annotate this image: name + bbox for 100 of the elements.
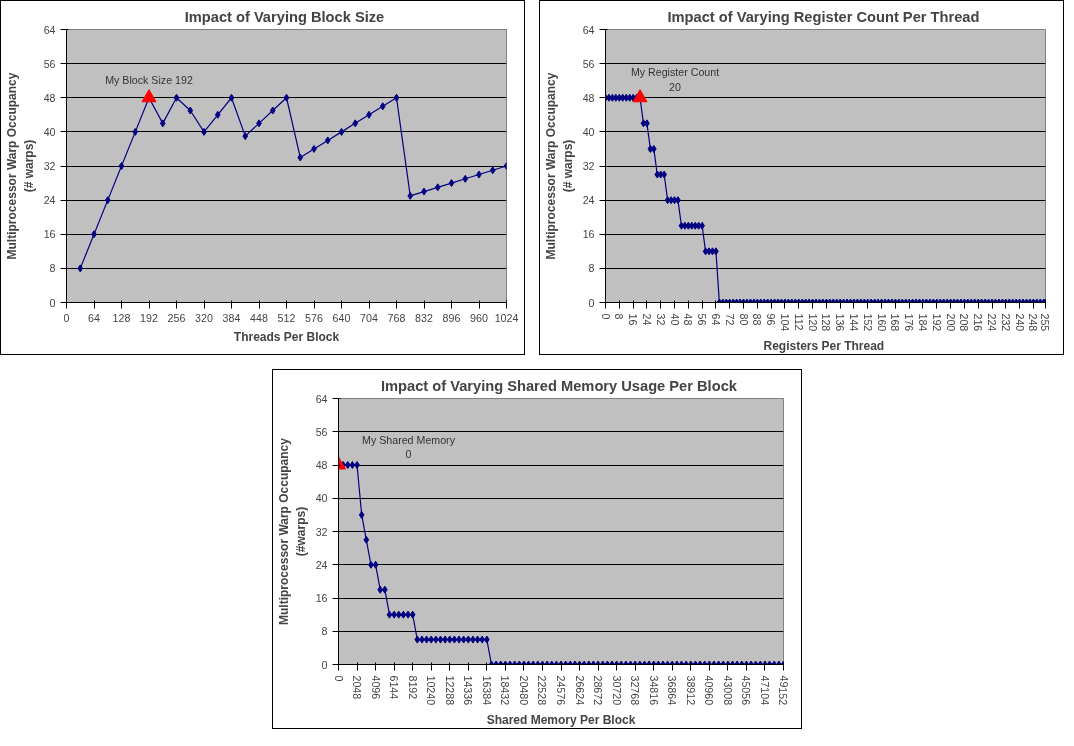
x-tick-label: 26624 xyxy=(573,675,586,706)
x-tick-label: 43008 xyxy=(721,675,734,706)
x-tick-label: 576 xyxy=(305,311,323,324)
x-tick-label: 184 xyxy=(916,313,929,332)
point xyxy=(173,93,180,102)
point xyxy=(132,127,139,136)
point xyxy=(393,93,400,102)
y-tick-label: 32 xyxy=(582,160,595,172)
y-tick-label: 40 xyxy=(315,492,328,505)
x-tick-label: 8 xyxy=(613,313,626,320)
x-axis-title: Shared Memory Per Block xyxy=(486,713,636,728)
annotation: My Shared Memory 0 xyxy=(362,433,456,460)
x-tick-label: 24 xyxy=(640,313,653,326)
point xyxy=(104,196,111,205)
x-tick-label: 255 xyxy=(1039,313,1052,332)
x-tick-label: 256 xyxy=(167,311,186,324)
x-tick-label: 24576 xyxy=(555,675,567,706)
x-axis-title: Threads Per Block xyxy=(233,329,340,344)
x-tick-label: 152 xyxy=(861,313,874,332)
x-tick-label: 12288 xyxy=(443,675,456,706)
y-tick-label: 40 xyxy=(43,125,56,138)
x-tick-label: 30720 xyxy=(610,675,623,706)
x-tick-label: 320 xyxy=(195,311,213,324)
point xyxy=(159,119,166,128)
y-tick-label: 56 xyxy=(43,57,56,70)
x-tick-label: 64 xyxy=(88,311,100,324)
y-tick-label: 56 xyxy=(582,57,595,70)
y-tick-label: 0 xyxy=(49,296,56,309)
point xyxy=(448,179,455,188)
point xyxy=(489,166,496,175)
x-tick-label: 120 xyxy=(806,313,819,332)
x-tick-label: 48 xyxy=(682,313,695,326)
y-tick-label: 32 xyxy=(43,160,56,172)
y-tick-label: 64 xyxy=(43,23,56,36)
y-tick-label: 16 xyxy=(43,228,56,241)
x-tick-label: 104 xyxy=(778,313,791,332)
point xyxy=(338,127,345,136)
x-tick-label: 192 xyxy=(930,313,943,332)
annotation: My Block Size 192 xyxy=(105,73,193,86)
x-tick-label: 32 xyxy=(654,313,667,326)
x-tick-label: 40960 xyxy=(703,675,716,706)
x-tick-label: 22528 xyxy=(536,675,549,706)
x-tick-label: 248 xyxy=(1027,313,1040,332)
x-axis-title: Registers Per Thread xyxy=(763,339,885,354)
y-tick-label: 8 xyxy=(49,262,56,275)
x-tick-label: 0 xyxy=(332,675,345,682)
x-tick-label: 88 xyxy=(751,313,764,326)
x-tick-label: 20480 xyxy=(517,675,530,706)
x-tick-label: 192 xyxy=(140,311,158,324)
x-tick-label: 49152 xyxy=(777,675,790,706)
chart-title: Impact of Varying Shared Memory Usage Per Block xyxy=(380,377,738,394)
x-tick-label: 32768 xyxy=(629,675,642,706)
x-tick-label: 64 xyxy=(709,313,722,326)
y-tick-label: 40 xyxy=(582,125,595,138)
y-tick-label: 64 xyxy=(315,392,328,405)
point xyxy=(297,153,304,162)
x-tick-label: 6144 xyxy=(388,675,401,700)
x-tick-label: 45056 xyxy=(740,675,753,706)
y-tick-label: 48 xyxy=(43,91,56,104)
y-tick-label: 64 xyxy=(582,23,595,36)
point xyxy=(214,110,221,119)
x-tick-label: 34816 xyxy=(647,675,660,706)
x-tick-label: 768 xyxy=(387,311,406,324)
x-tick-label: 160 xyxy=(875,313,888,332)
x-tick-label: 136 xyxy=(834,313,847,332)
annotation: My Register Count 20 xyxy=(630,66,720,93)
x-tick-label: 176 xyxy=(903,313,916,332)
x-tick-label: 80 xyxy=(737,313,750,326)
x-tick-label: 96 xyxy=(765,313,778,326)
point xyxy=(462,174,469,183)
y-tick-label: 0 xyxy=(321,658,328,671)
x-tick-label: 512 xyxy=(277,311,296,324)
y-tick-label: 48 xyxy=(582,91,595,104)
x-tick-label: 128 xyxy=(820,313,833,332)
chart-title: Impact of Varying Block Size xyxy=(184,8,385,25)
x-tick-label: 56 xyxy=(696,313,709,326)
x-tick-label: 72 xyxy=(723,313,736,326)
point xyxy=(379,102,386,111)
x-tick-label: 1024 xyxy=(494,311,519,324)
y-tick-label: 16 xyxy=(315,592,328,604)
x-tick-label: 28672 xyxy=(592,675,605,706)
y-tick-label: 56 xyxy=(315,425,328,438)
point xyxy=(269,106,276,115)
point xyxy=(407,191,414,200)
y-tick-label: 0 xyxy=(588,296,595,309)
y-tick-label: 48 xyxy=(315,459,328,471)
x-tick-label: 144 xyxy=(847,313,860,332)
x-tick-label: 240 xyxy=(1013,313,1026,332)
x-tick-label: 16384 xyxy=(480,675,493,706)
x-tick-label: 18432 xyxy=(499,675,512,706)
y-tick-label: 8 xyxy=(588,262,595,275)
x-tick-label: 38912 xyxy=(684,675,697,706)
x-tick-label: 168 xyxy=(889,313,902,332)
point xyxy=(352,119,359,128)
x-tick-label: 384 xyxy=(222,311,241,324)
y-tick-label: 32 xyxy=(315,525,328,538)
chart-title: Impact of Varying Register Count Per Thread xyxy=(667,8,980,25)
x-tick-label: 128 xyxy=(112,311,131,324)
x-tick-label: 10240 xyxy=(425,675,438,706)
x-tick-label: 216 xyxy=(972,313,985,332)
